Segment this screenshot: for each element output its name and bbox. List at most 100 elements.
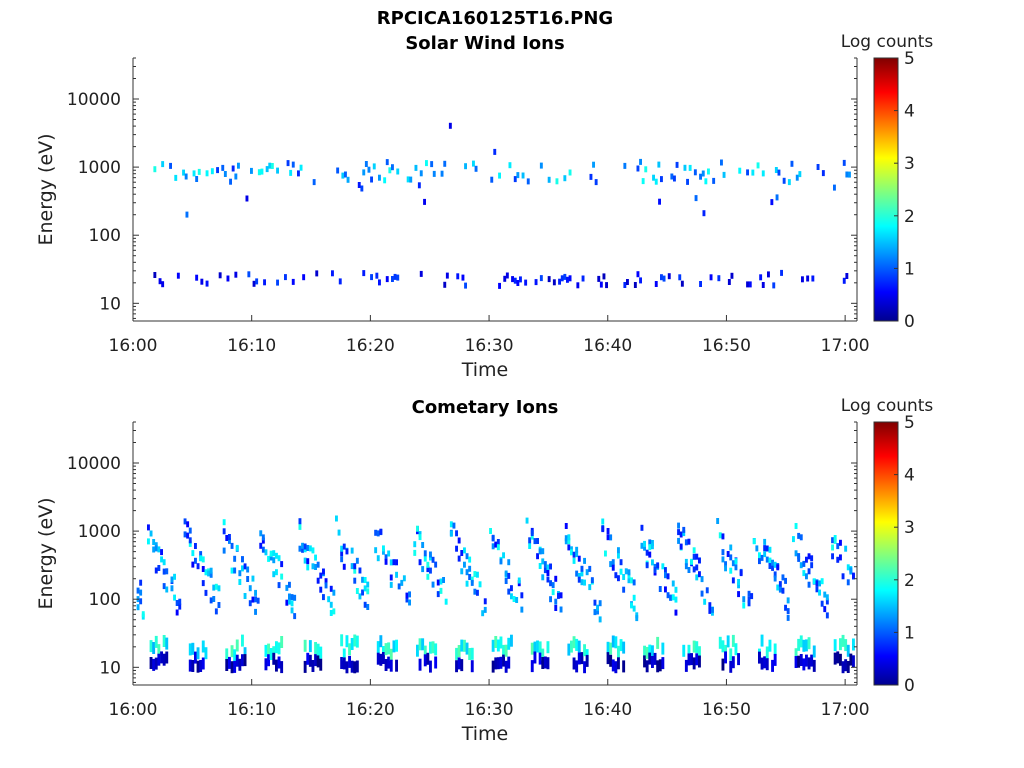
data-cell (418, 658, 422, 671)
data-cell (844, 659, 848, 672)
data-cell (758, 552, 761, 559)
colorbar-tick-label: 0 (904, 676, 915, 696)
data-cell (648, 539, 652, 546)
data-cell (768, 639, 772, 652)
data-cell (378, 279, 381, 286)
data-cell (259, 542, 263, 549)
data-cell (324, 582, 328, 589)
data-cell (311, 660, 315, 672)
data-cell (594, 179, 598, 186)
data-cell (387, 656, 391, 669)
data-cell (707, 168, 710, 175)
data-cell (756, 162, 760, 169)
data-cell (538, 563, 542, 569)
data-cell (606, 528, 610, 534)
data-cell (169, 162, 172, 169)
data-cell (572, 657, 576, 670)
data-cell (311, 563, 315, 570)
data-cell (721, 658, 725, 671)
data-cell (690, 653, 693, 666)
data-cell (670, 173, 674, 180)
data-cell (460, 659, 464, 672)
data-cell (844, 545, 848, 552)
data-cell (270, 163, 274, 169)
data-cell (443, 160, 447, 167)
data-cell (538, 641, 542, 654)
data-cell (722, 171, 726, 178)
data-cell (795, 174, 799, 181)
data-cell (680, 280, 684, 287)
data-cell (238, 570, 242, 577)
data-cell (361, 576, 364, 583)
data-cell (839, 539, 842, 546)
data-cell (833, 652, 837, 665)
data-cell (846, 661, 850, 673)
data-cell (682, 530, 686, 537)
data-cell (524, 279, 528, 286)
data-cell (472, 160, 475, 167)
data-cell (254, 608, 257, 615)
data-cell (575, 546, 579, 553)
data-cell (392, 559, 396, 566)
data-cell (802, 560, 806, 567)
data-cell (290, 607, 294, 614)
data-cell (221, 164, 225, 171)
data-cell (778, 581, 782, 588)
data-cell (630, 577, 633, 584)
data-cell (350, 638, 354, 650)
data-cell (661, 563, 665, 570)
data-cell (489, 528, 492, 534)
data-cell (588, 565, 592, 572)
data-cell (768, 563, 772, 569)
data-cell (510, 585, 513, 592)
data-cell (771, 564, 774, 571)
data-cell (314, 642, 317, 654)
data-cell (724, 565, 727, 572)
data-cell (686, 178, 689, 185)
data-cell (724, 561, 727, 568)
data-cell (654, 281, 658, 287)
data-cell (541, 657, 545, 669)
data-cell (329, 601, 333, 608)
data-cell (667, 273, 671, 280)
data-cell (718, 636, 722, 649)
data-cell (695, 641, 699, 654)
data-cell (760, 634, 764, 647)
data-cell (512, 596, 516, 602)
data-cell (596, 604, 599, 611)
data-cell (807, 553, 811, 560)
data-cell (396, 274, 400, 281)
data-cell (549, 563, 552, 570)
data-cell (183, 531, 187, 538)
data-cell (708, 607, 712, 614)
data-cell (747, 600, 751, 607)
data-cell (583, 644, 586, 657)
data-cell (291, 278, 295, 285)
data-cell (807, 657, 811, 670)
data-cell (383, 177, 387, 184)
data-cell (538, 652, 542, 665)
data-cell (617, 657, 620, 670)
data-cell (781, 587, 785, 594)
data-cell (687, 567, 691, 573)
data-cell (363, 585, 367, 592)
data-cell (598, 616, 602, 623)
data-cell (577, 576, 581, 583)
data-cell (775, 194, 779, 201)
data-cell (408, 599, 411, 606)
data-cell (652, 174, 655, 181)
data-cell (776, 564, 780, 571)
data-cell (692, 553, 696, 560)
data-cell (499, 558, 503, 565)
data-cell (776, 584, 780, 591)
data-cell (353, 577, 357, 584)
data-cell (677, 529, 680, 536)
data-cell (429, 567, 432, 574)
data-cell (470, 647, 474, 660)
data-cell (768, 557, 772, 564)
data-cell (440, 170, 444, 177)
data-cell (473, 571, 477, 578)
data-cell (546, 576, 550, 583)
data-cell (200, 278, 204, 285)
data-cell (338, 278, 342, 285)
